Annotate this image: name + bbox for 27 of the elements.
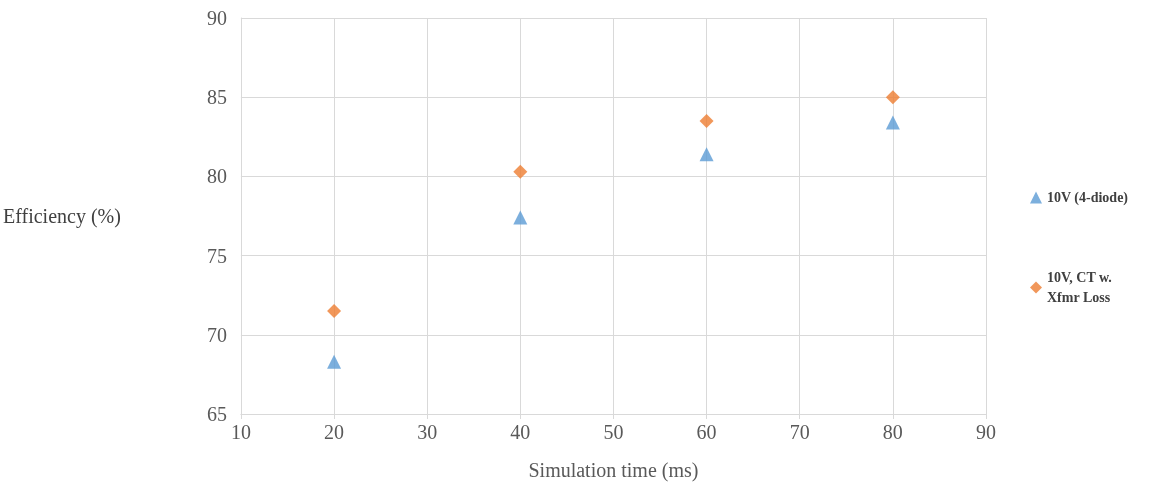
point (699, 147, 714, 162)
x-tick-label: 50 (603, 421, 624, 443)
x-axis-title: Simulation time (ms) (528, 459, 699, 482)
y-tick-label: 85 (206, 86, 227, 109)
y-tick-label: 70 (206, 323, 227, 346)
y-tick-label: 65 (206, 403, 227, 425)
point (513, 210, 528, 225)
point (885, 115, 900, 130)
point (699, 113, 714, 128)
point (327, 354, 342, 369)
x-tick-label: 20 (324, 421, 345, 443)
y-tick-label: 90 (206, 7, 227, 29)
x-tick-label: 40 (510, 421, 531, 443)
y-axis-title: Efficiency (%) (2, 205, 121, 228)
point (513, 164, 528, 179)
x-tick-label: 10 (230, 421, 251, 443)
x-tick-label: 30 (417, 421, 438, 443)
x-tick-label: 80 (882, 421, 903, 443)
y-tick-label: 75 (206, 244, 227, 267)
point (885, 90, 900, 105)
x-tick-label: 90 (976, 421, 996, 443)
y-tick-label: 80 (206, 165, 227, 188)
legend-label: 10V, CT w. Xfmr Loss (1047, 270, 1116, 305)
legend-label: 10V (4-diode) (1047, 190, 1129, 206)
x-tick-label: 60 (696, 421, 717, 443)
x-tick-label: 70 (789, 421, 810, 443)
point (327, 304, 342, 319)
